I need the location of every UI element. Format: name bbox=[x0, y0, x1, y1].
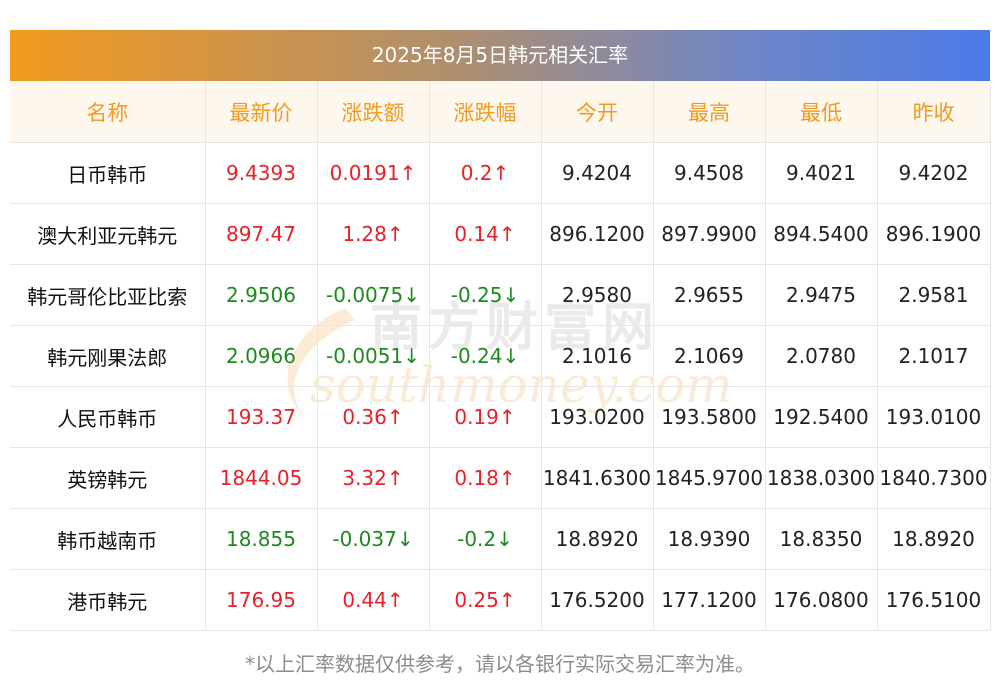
cell-open: 176.5200 bbox=[541, 569, 654, 631]
column-header-prev: 昨收 bbox=[877, 81, 991, 143]
cell-low: 9.4021 bbox=[765, 142, 878, 204]
cell-pct: 0.18↑ bbox=[429, 447, 542, 509]
cell-open: 1841.6300 bbox=[541, 447, 654, 509]
table-row: 韩元哥伦比亚比索 2.9506 -0.0075↓ -0.25↓ 2.9580 2.9655… bbox=[10, 264, 991, 326]
cell-name: 韩元刚果法郎 bbox=[10, 325, 206, 387]
column-header-high: 最高 bbox=[653, 81, 766, 143]
cell-latest: 2.0966 bbox=[205, 325, 318, 387]
cell-high: 9.4508 bbox=[653, 142, 766, 204]
cell-prev: 18.8920 bbox=[877, 508, 991, 570]
cell-name: 韩元哥伦比亚比索 bbox=[10, 264, 206, 326]
cell-low: 18.8350 bbox=[765, 508, 878, 570]
disclaimer-text: *以上汇率数据仅供参考，请以各银行实际交易汇率为准。 bbox=[245, 652, 755, 676]
cell-name: 港币韩元 bbox=[10, 569, 206, 631]
cell-latest: 193.37 bbox=[205, 386, 318, 448]
column-header-change: 涨跌额 bbox=[317, 81, 430, 143]
cell-open: 896.1200 bbox=[541, 203, 654, 265]
cell-low: 894.5400 bbox=[765, 203, 878, 265]
table-row: 澳大利亚元韩元 897.47 1.28↑ 0.14↑ 896.1200 897.9900 8… bbox=[10, 203, 991, 265]
cell-high: 2.9655 bbox=[653, 264, 766, 326]
cell-low: 1838.0300 bbox=[765, 447, 878, 509]
cell-name: 澳大利亚元韩元 bbox=[10, 203, 206, 265]
cell-latest: 897.47 bbox=[205, 203, 318, 265]
cell-prev: 896.1900 bbox=[877, 203, 991, 265]
cell-prev: 1840.7300 bbox=[877, 447, 991, 509]
table-row: 人民币韩币 193.37 0.36↑ 0.19↑ 193.0200 193.5800 192… bbox=[10, 386, 991, 448]
cell-high: 2.1069 bbox=[653, 325, 766, 387]
cell-pct: -0.24↓ bbox=[429, 325, 542, 387]
cell-pct: -0.25↓ bbox=[429, 264, 542, 326]
cell-open: 18.8920 bbox=[541, 508, 654, 570]
cell-change: -0.0075↓ bbox=[317, 264, 430, 326]
cell-pct: -0.2↓ bbox=[429, 508, 542, 570]
cell-prev: 176.5100 bbox=[877, 569, 991, 631]
cell-pct: 0.2↑ bbox=[429, 142, 542, 204]
cell-pct: 0.14↑ bbox=[429, 203, 542, 265]
cell-latest: 9.4393 bbox=[205, 142, 318, 204]
column-header-open: 今开 bbox=[541, 81, 654, 143]
cell-change: 1.28↑ bbox=[317, 203, 430, 265]
cell-change: 0.36↑ bbox=[317, 386, 430, 448]
column-header-pct: 涨跌幅 bbox=[429, 81, 542, 143]
cell-name: 人民币韩币 bbox=[10, 386, 206, 448]
cell-low: 176.0800 bbox=[765, 569, 878, 631]
cell-low: 192.5400 bbox=[765, 386, 878, 448]
cell-latest: 1844.05 bbox=[205, 447, 318, 509]
cell-open: 9.4204 bbox=[541, 142, 654, 204]
cell-change: 0.44↑ bbox=[317, 569, 430, 631]
table-row: 港币韩元 176.95 0.44↑ 0.25↑ 176.5200 177.1200 176.… bbox=[10, 569, 991, 631]
cell-latest: 2.9506 bbox=[205, 264, 318, 326]
cell-low: 2.9475 bbox=[765, 264, 878, 326]
cell-prev: 193.0100 bbox=[877, 386, 991, 448]
cell-open: 193.0200 bbox=[541, 386, 654, 448]
cell-prev: 2.9581 bbox=[877, 264, 991, 326]
cell-open: 2.9580 bbox=[541, 264, 654, 326]
cell-high: 897.9900 bbox=[653, 203, 766, 265]
table-row: 日币韩币 9.4393 0.0191↑ 0.2↑ 9.4204 9.4508 9.4021 9… bbox=[10, 142, 991, 204]
cell-latest: 18.855 bbox=[205, 508, 318, 570]
cell-high: 177.1200 bbox=[653, 569, 766, 631]
cell-high: 18.9390 bbox=[653, 508, 766, 570]
table-header-row: 名称 最新价 涨跌额 涨跌幅 今开 最高 最低 昨收 bbox=[10, 81, 991, 143]
cell-open: 2.1016 bbox=[541, 325, 654, 387]
cell-change: -0.0051↓ bbox=[317, 325, 430, 387]
table-row: 韩币越南币 18.855 -0.037↓ -0.2↓ 18.8920 18.9390 18.… bbox=[10, 508, 991, 570]
page-title: 2025年8月5日韩元相关汇率 bbox=[10, 30, 990, 81]
table-row: 韩元刚果法郎 2.0966 -0.0051↓ -0.24↓ 2.1016 2.1069 2.… bbox=[10, 325, 991, 387]
cell-name: 韩币越南币 bbox=[10, 508, 206, 570]
cell-change: -0.037↓ bbox=[317, 508, 430, 570]
table-row: 英镑韩元 1844.05 3.32↑ 0.18↑ 1841.6300 1845.9700 1… bbox=[10, 447, 991, 509]
cell-high: 193.5800 bbox=[653, 386, 766, 448]
cell-name: 英镑韩元 bbox=[10, 447, 206, 509]
exchange-rate-table: 名称 最新价 涨跌额 涨跌幅 今开 最高 最低 昨收 日币韩币 9.4393 0.0… bbox=[10, 81, 991, 631]
column-header-latest: 最新价 bbox=[205, 81, 318, 143]
cell-prev: 2.1017 bbox=[877, 325, 991, 387]
cell-high: 1845.9700 bbox=[653, 447, 766, 509]
cell-prev: 9.4202 bbox=[877, 142, 991, 204]
cell-pct: 0.25↑ bbox=[429, 569, 542, 631]
cell-pct: 0.19↑ bbox=[429, 386, 542, 448]
cell-low: 2.0780 bbox=[765, 325, 878, 387]
column-header-name: 名称 bbox=[10, 81, 206, 143]
cell-name: 日币韩币 bbox=[10, 142, 206, 204]
column-header-low: 最低 bbox=[765, 81, 878, 143]
cell-change: 0.0191↑ bbox=[317, 142, 430, 204]
cell-change: 3.32↑ bbox=[317, 447, 430, 509]
cell-latest: 176.95 bbox=[205, 569, 318, 631]
